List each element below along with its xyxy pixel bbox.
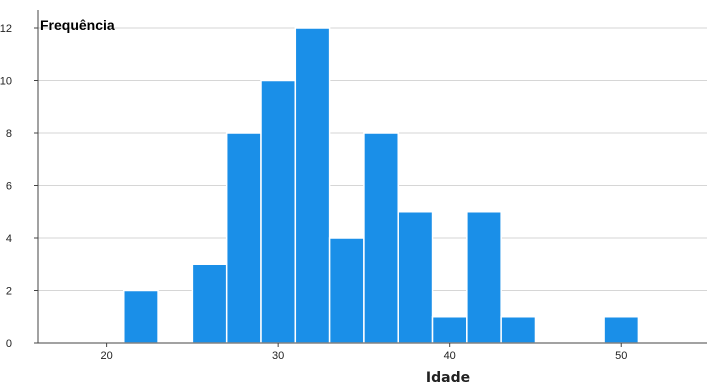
x-tick-label: 40 bbox=[444, 350, 456, 362]
histogram-bar bbox=[123, 289, 159, 344]
histogram-bar bbox=[225, 132, 262, 344]
x-axis-title: Idade bbox=[426, 370, 470, 385]
histogram-bar bbox=[260, 79, 297, 344]
histogram-bar bbox=[363, 132, 399, 344]
histogram-bar bbox=[500, 316, 537, 344]
histogram-bar bbox=[603, 316, 640, 344]
y-tick-label: 10 bbox=[0, 76, 12, 88]
y-tick-label: 2 bbox=[6, 286, 12, 298]
bars bbox=[123, 27, 640, 344]
histogram-bar bbox=[328, 237, 365, 344]
axes bbox=[34, 10, 707, 347]
y-tick-label: 12 bbox=[0, 23, 12, 35]
histogram-bar bbox=[294, 27, 331, 344]
y-tick-label: 0 bbox=[6, 338, 12, 350]
histogram-bar bbox=[431, 316, 468, 344]
x-tick-labels: 20 30 40 50 bbox=[100, 350, 627, 362]
x-tick-label: 50 bbox=[615, 350, 627, 362]
y-tick-labels: 0 2 4 6 8 10 12 bbox=[0, 23, 12, 350]
y-tick-label: 8 bbox=[6, 128, 12, 140]
histogram-bar bbox=[397, 211, 434, 344]
x-tick-label: 20 bbox=[100, 350, 112, 362]
y-tick-label: 6 bbox=[6, 181, 12, 193]
y-axis-title: Frequência bbox=[40, 17, 115, 33]
histogram-bar bbox=[191, 263, 228, 344]
x-tick-label: 30 bbox=[272, 350, 284, 362]
y-tick-label: 4 bbox=[6, 233, 12, 245]
histogram-bar bbox=[466, 211, 502, 344]
